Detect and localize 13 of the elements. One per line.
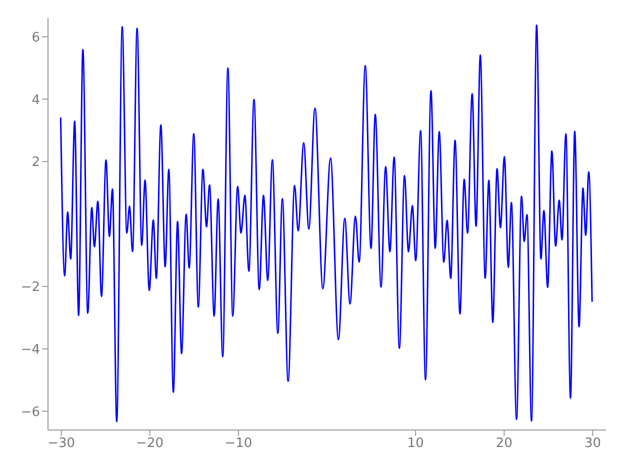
y-tick-label: −6 bbox=[20, 404, 40, 420]
x-tick-label: −20 bbox=[136, 436, 164, 452]
x-tick-label: 30 bbox=[584, 436, 601, 452]
x-tick-label: −10 bbox=[224, 436, 252, 452]
y-tick-label: 6 bbox=[32, 30, 40, 46]
x-tick-label: 10 bbox=[407, 436, 424, 452]
line-series bbox=[60, 24, 593, 422]
y-tick-label: 2 bbox=[32, 155, 40, 170]
y-tick-label: 4 bbox=[32, 92, 40, 108]
x-tick-label: −30 bbox=[48, 436, 76, 452]
y-tick-label: −4 bbox=[20, 342, 40, 358]
x-tick-label: 20 bbox=[496, 436, 512, 452]
y-tick-label: −2 bbox=[20, 280, 40, 296]
